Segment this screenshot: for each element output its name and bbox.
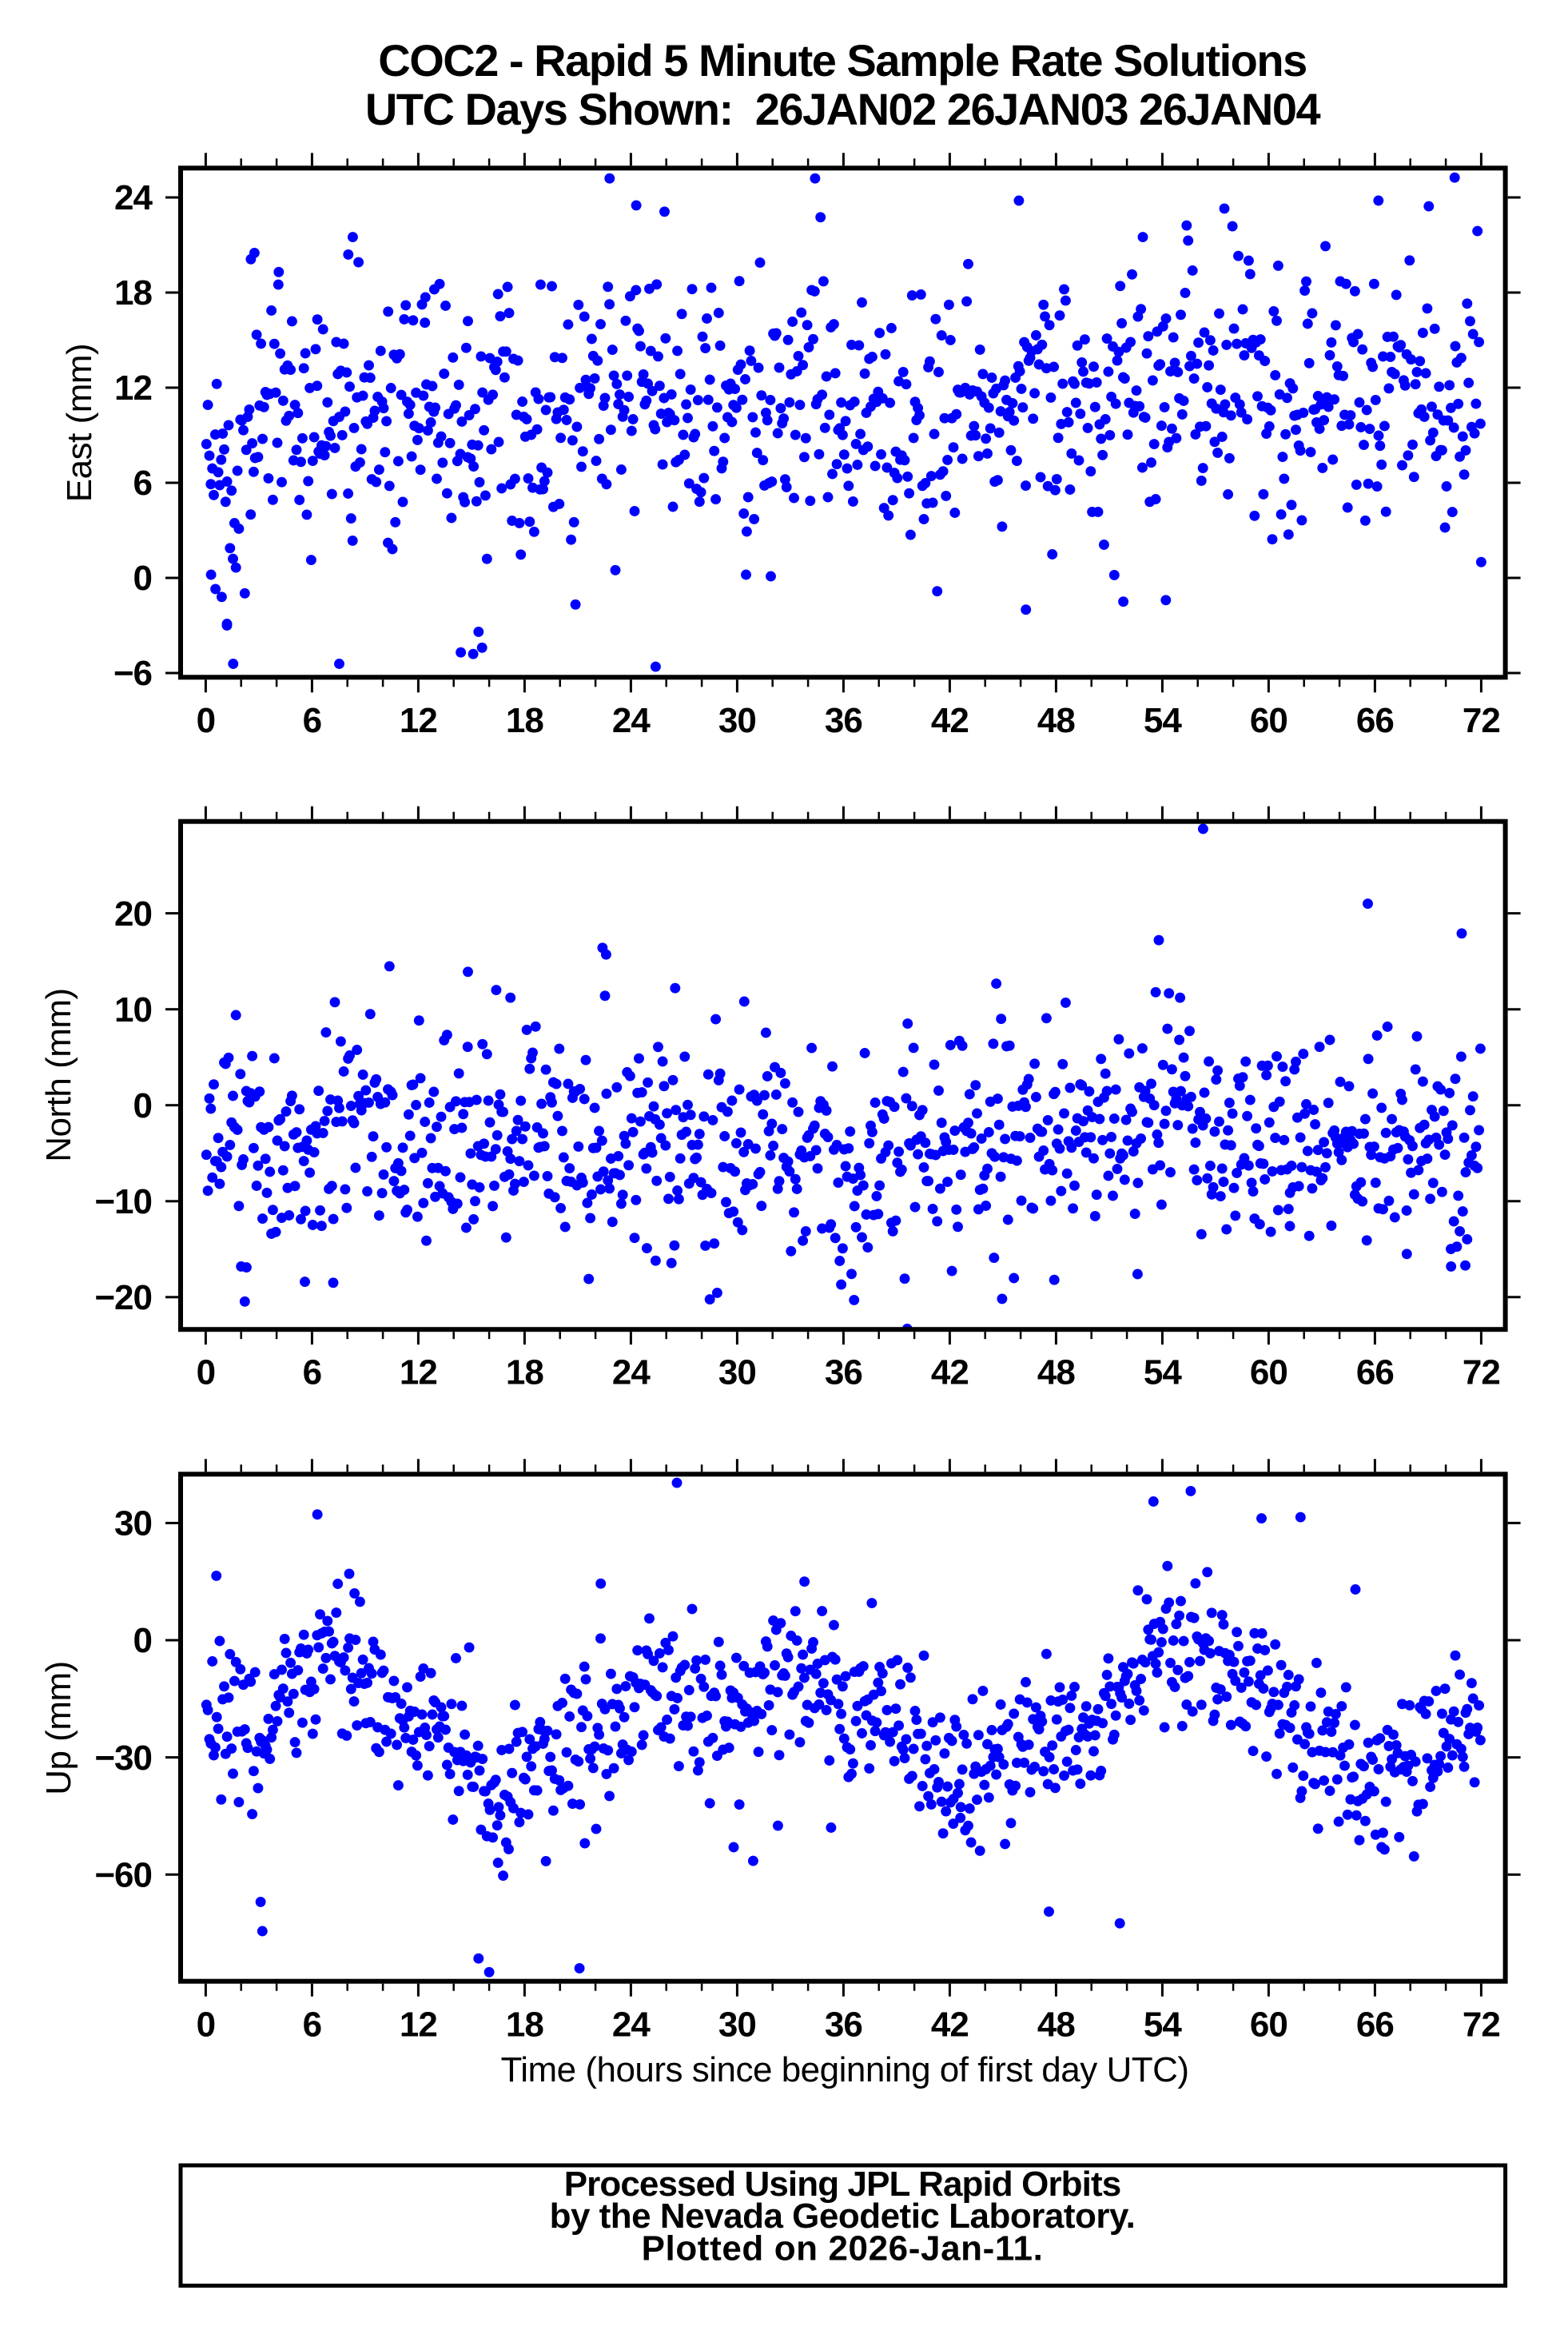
svg-text:54: 54 bbox=[1144, 1353, 1182, 1392]
svg-text:30: 30 bbox=[718, 2005, 756, 2045]
svg-text:18: 18 bbox=[506, 2005, 543, 2045]
svg-text:72: 72 bbox=[1463, 701, 1500, 740]
svg-text:48: 48 bbox=[1037, 1353, 1075, 1392]
svg-text:12: 12 bbox=[400, 1353, 437, 1392]
svg-text:12: 12 bbox=[400, 2005, 437, 2045]
svg-text:48: 48 bbox=[1037, 2005, 1075, 2045]
svg-text:−20: −20 bbox=[94, 1278, 152, 1317]
svg-text:18: 18 bbox=[506, 1353, 543, 1392]
svg-text:24: 24 bbox=[114, 178, 153, 217]
svg-text:−10: −10 bbox=[94, 1182, 152, 1221]
svg-text:0: 0 bbox=[133, 1621, 152, 1660]
svg-text:72: 72 bbox=[1463, 1353, 1500, 1392]
svg-text:72: 72 bbox=[1463, 2005, 1500, 2045]
svg-text:30: 30 bbox=[114, 1504, 152, 1543]
svg-text:6: 6 bbox=[303, 1353, 321, 1392]
svg-text:42: 42 bbox=[931, 2005, 969, 2045]
svg-text:0: 0 bbox=[133, 1086, 152, 1125]
svg-text:Time (hours since beginning of: Time (hours since beginning of first day… bbox=[500, 2050, 1188, 2089]
svg-text:−6: −6 bbox=[113, 654, 152, 693]
svg-text:18: 18 bbox=[506, 701, 543, 740]
svg-text:24: 24 bbox=[612, 2005, 651, 2045]
svg-text:North (mm): North (mm) bbox=[39, 988, 78, 1161]
svg-text:East (mm): East (mm) bbox=[60, 344, 99, 502]
svg-text:6: 6 bbox=[303, 701, 321, 740]
svg-text:0: 0 bbox=[197, 701, 215, 740]
svg-text:12: 12 bbox=[400, 701, 437, 740]
svg-text:0: 0 bbox=[197, 1353, 215, 1392]
svg-text:Up (mm): Up (mm) bbox=[39, 1661, 78, 1795]
svg-text:66: 66 bbox=[1356, 2005, 1394, 2045]
svg-text:−30: −30 bbox=[94, 1739, 152, 1778]
svg-text:6: 6 bbox=[303, 2005, 321, 2045]
svg-text:10: 10 bbox=[114, 990, 152, 1030]
svg-text:Plotted on 2026-Jan-11.: Plotted on 2026-Jan-11. bbox=[642, 2228, 1044, 2268]
svg-text:60: 60 bbox=[1250, 701, 1287, 740]
svg-text:20: 20 bbox=[114, 894, 152, 934]
svg-text:66: 66 bbox=[1356, 1353, 1394, 1392]
svg-text:54: 54 bbox=[1144, 2005, 1182, 2045]
svg-text:0: 0 bbox=[133, 559, 152, 598]
svg-text:18: 18 bbox=[114, 273, 152, 313]
svg-text:36: 36 bbox=[825, 701, 862, 740]
svg-text:60: 60 bbox=[1250, 2005, 1287, 2045]
svg-text:30: 30 bbox=[718, 701, 756, 740]
svg-text:24: 24 bbox=[612, 1353, 651, 1392]
svg-text:Processed Using JPL Rapid Orbi: Processed Using JPL Rapid Orbits bbox=[564, 2165, 1121, 2204]
svg-text:42: 42 bbox=[931, 1353, 969, 1392]
svg-text:30: 30 bbox=[718, 1353, 756, 1392]
svg-text:66: 66 bbox=[1356, 701, 1394, 740]
svg-text:36: 36 bbox=[825, 1353, 862, 1392]
svg-text:0: 0 bbox=[197, 2005, 215, 2045]
svg-text:60: 60 bbox=[1250, 1353, 1287, 1392]
svg-text:12: 12 bbox=[114, 368, 152, 408]
svg-text:54: 54 bbox=[1144, 701, 1182, 740]
svg-text:by the Nevada Geodetic Laborat: by the Nevada Geodetic Laboratory. bbox=[550, 2197, 1136, 2236]
svg-text:24: 24 bbox=[612, 701, 651, 740]
svg-text:COC2 - Rapid 5 Minute Sample R: COC2 - Rapid 5 Minute Sample Rate Soluti… bbox=[378, 35, 1306, 86]
svg-text:42: 42 bbox=[931, 701, 969, 740]
svg-text:48: 48 bbox=[1037, 701, 1075, 740]
svg-text:6: 6 bbox=[133, 464, 152, 503]
svg-text:−60: −60 bbox=[94, 1855, 152, 1894]
svg-text:UTC Days Shown: 26JAN02 26JAN: UTC Days Shown: 26JAN02 26JAN03 26JAN04 bbox=[365, 84, 1321, 134]
svg-text:36: 36 bbox=[825, 2005, 862, 2045]
